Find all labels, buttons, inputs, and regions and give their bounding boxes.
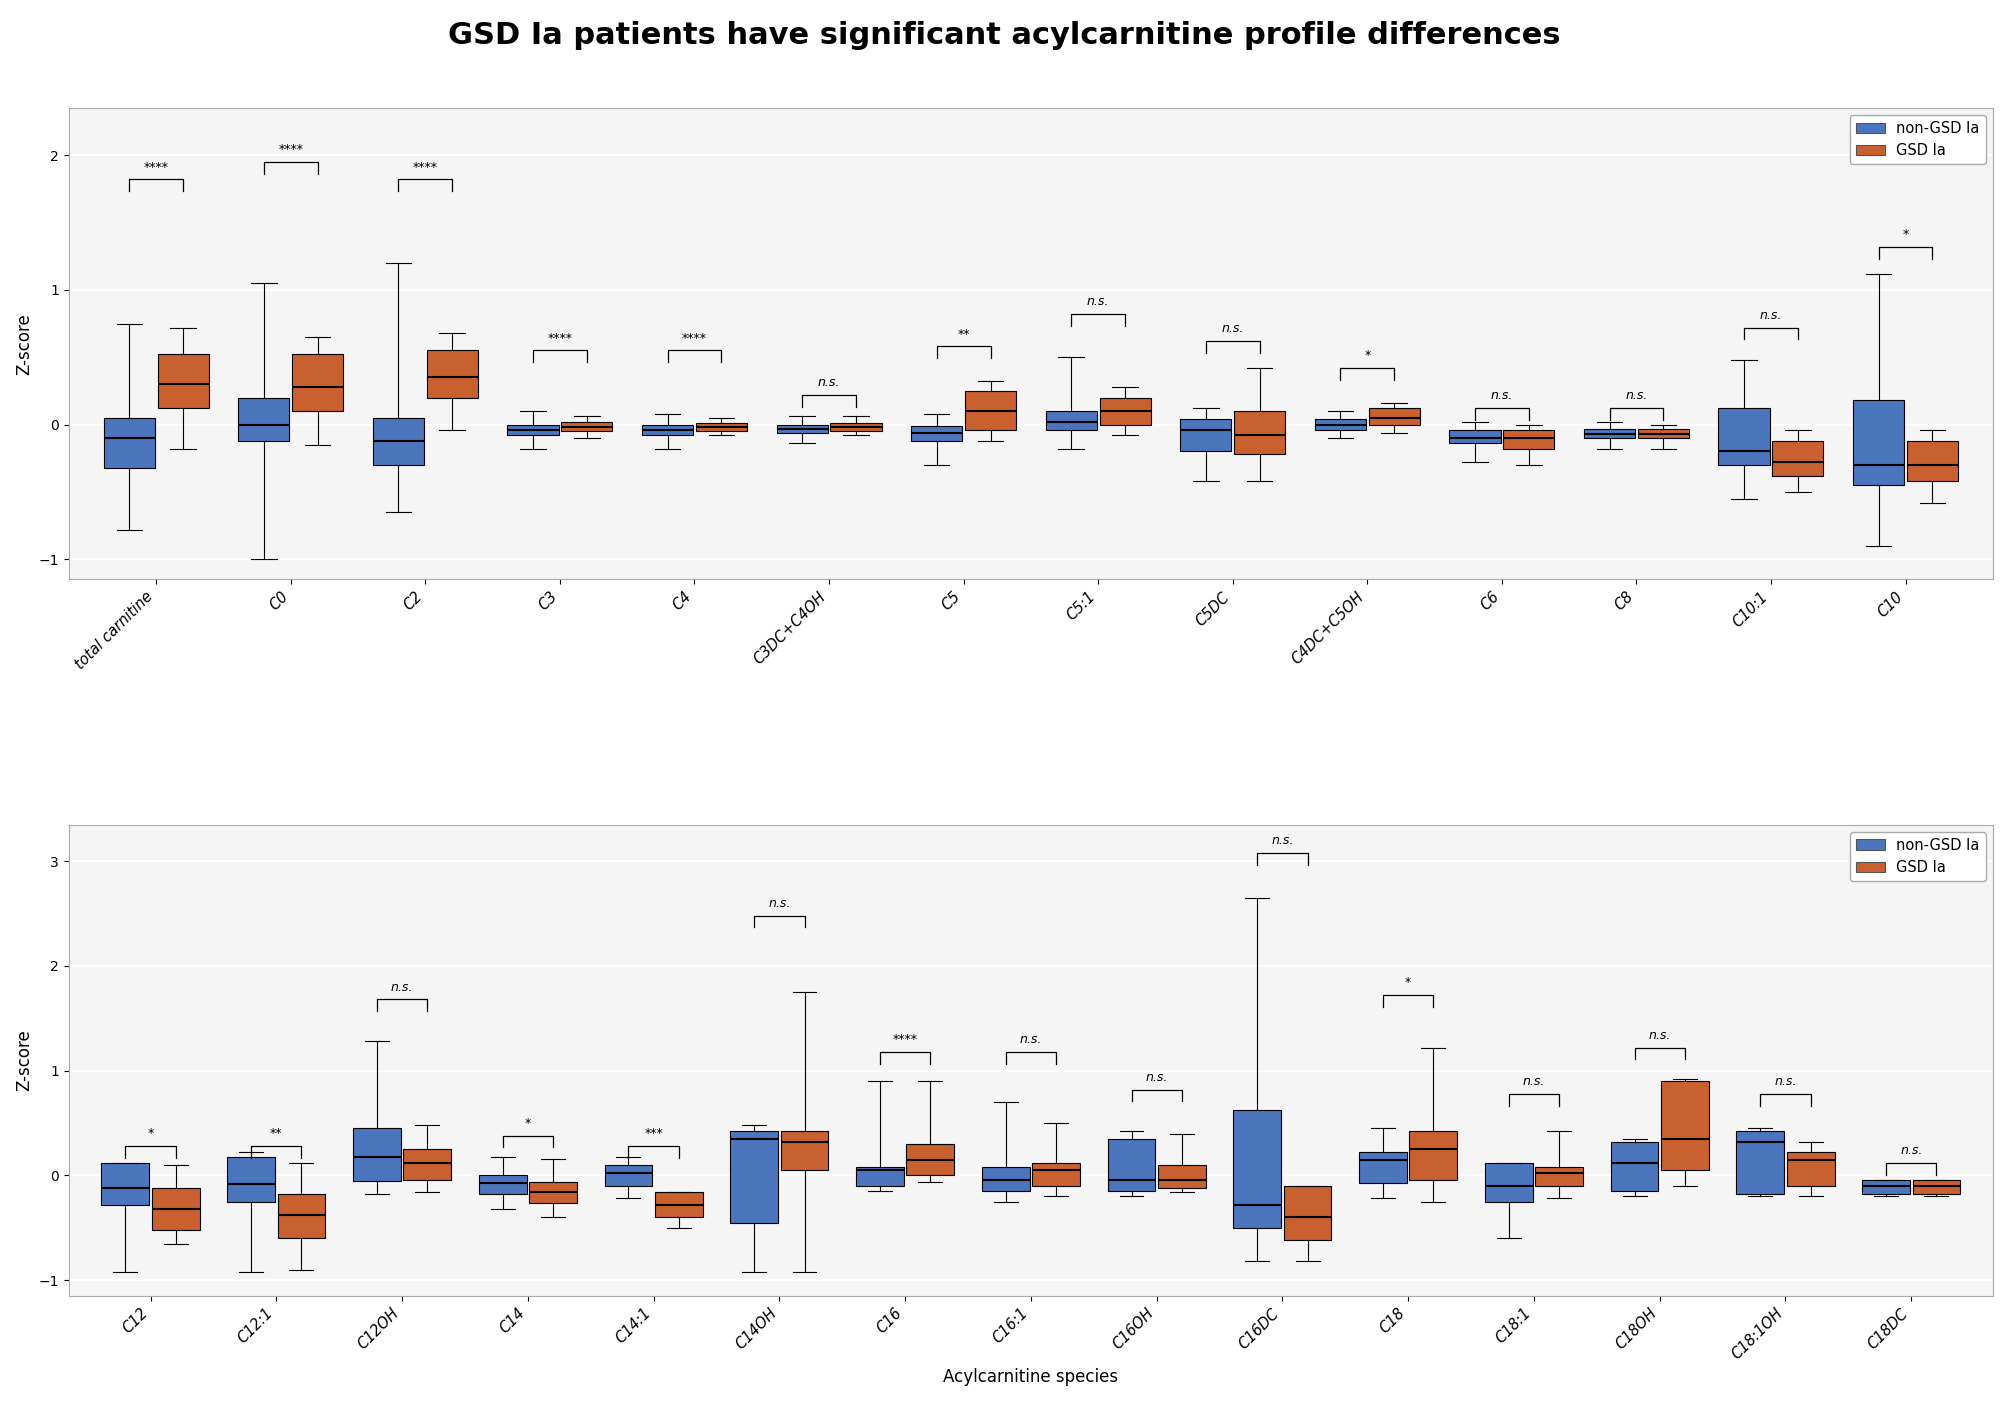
PathPatch shape (227, 1157, 275, 1202)
Text: ***: *** (644, 1128, 662, 1140)
PathPatch shape (1100, 398, 1150, 425)
Text: n.s.: n.s. (1774, 1075, 1796, 1087)
PathPatch shape (1911, 1180, 1959, 1194)
Text: n.s.: n.s. (1270, 834, 1293, 848)
PathPatch shape (1108, 1139, 1154, 1191)
PathPatch shape (1032, 1163, 1080, 1185)
PathPatch shape (1638, 429, 1688, 439)
PathPatch shape (1772, 441, 1822, 476)
Text: n.s.: n.s. (1899, 1145, 1921, 1157)
Text: **: ** (269, 1128, 283, 1140)
PathPatch shape (1786, 1153, 1834, 1185)
Text: n.s.: n.s. (1758, 308, 1782, 322)
Text: *: * (1901, 228, 1909, 241)
Text: *: * (524, 1117, 530, 1129)
PathPatch shape (528, 1181, 576, 1202)
PathPatch shape (478, 1175, 526, 1194)
PathPatch shape (981, 1167, 1030, 1191)
PathPatch shape (1610, 1142, 1658, 1191)
PathPatch shape (1409, 1132, 1457, 1180)
Text: n.s.: n.s. (1489, 389, 1513, 402)
PathPatch shape (777, 425, 827, 433)
Text: n.s.: n.s. (1144, 1070, 1168, 1083)
Text: GSD Ia patients have significant acylcarnitine profile differences: GSD Ia patients have significant acylcar… (448, 21, 1559, 50)
PathPatch shape (1359, 1153, 1407, 1182)
PathPatch shape (1180, 419, 1230, 451)
PathPatch shape (781, 1132, 829, 1170)
PathPatch shape (1158, 1166, 1204, 1188)
Legend: non-GSD Ia, GSD Ia: non-GSD Ia, GSD Ia (1848, 115, 1985, 164)
Y-axis label: Z-score: Z-score (14, 312, 32, 374)
Text: n.s.: n.s. (1220, 322, 1242, 335)
PathPatch shape (1483, 1163, 1531, 1202)
PathPatch shape (427, 350, 478, 398)
X-axis label: Acylcarnitine species: Acylcarnitine species (943, 1367, 1118, 1386)
Text: *: * (147, 1128, 155, 1140)
PathPatch shape (1282, 1185, 1331, 1240)
PathPatch shape (642, 425, 692, 436)
PathPatch shape (696, 423, 747, 432)
Text: n.s.: n.s. (817, 375, 839, 389)
Text: n.s.: n.s. (1624, 389, 1648, 402)
Text: ****: **** (548, 332, 572, 345)
Text: n.s.: n.s. (769, 897, 791, 909)
PathPatch shape (1584, 429, 1634, 439)
Text: ****: **** (682, 332, 706, 345)
PathPatch shape (157, 354, 209, 408)
Text: n.s.: n.s. (1648, 1028, 1670, 1042)
PathPatch shape (1535, 1167, 1582, 1185)
Legend: non-GSD Ia, GSD Ia: non-GSD Ia, GSD Ia (1848, 832, 1985, 881)
PathPatch shape (1046, 410, 1096, 430)
PathPatch shape (102, 1163, 149, 1205)
PathPatch shape (731, 1132, 777, 1223)
PathPatch shape (654, 1192, 702, 1217)
PathPatch shape (965, 391, 1016, 430)
PathPatch shape (604, 1166, 652, 1185)
PathPatch shape (1736, 1132, 1784, 1194)
PathPatch shape (1860, 1180, 1909, 1194)
Text: ****: **** (893, 1033, 917, 1047)
PathPatch shape (403, 1149, 452, 1180)
PathPatch shape (1234, 410, 1284, 454)
PathPatch shape (831, 423, 881, 432)
PathPatch shape (1232, 1111, 1280, 1227)
PathPatch shape (373, 417, 423, 465)
Text: **: ** (957, 328, 969, 340)
PathPatch shape (1660, 1082, 1708, 1170)
Y-axis label: Z-score: Z-score (14, 1030, 32, 1091)
PathPatch shape (911, 426, 961, 441)
PathPatch shape (1718, 408, 1768, 465)
Text: n.s.: n.s. (391, 981, 413, 993)
PathPatch shape (855, 1167, 903, 1185)
PathPatch shape (1503, 430, 1553, 448)
Text: *: * (1405, 976, 1411, 989)
PathPatch shape (104, 417, 155, 468)
Text: n.s.: n.s. (1521, 1075, 1543, 1087)
Text: ****: **** (279, 143, 303, 156)
Text: n.s.: n.s. (1086, 296, 1108, 308)
Text: ****: **** (145, 161, 169, 174)
PathPatch shape (1315, 419, 1365, 430)
PathPatch shape (277, 1194, 325, 1238)
PathPatch shape (508, 425, 558, 436)
Text: ****: **** (413, 161, 438, 174)
PathPatch shape (562, 422, 612, 432)
PathPatch shape (239, 398, 289, 441)
PathPatch shape (353, 1128, 401, 1181)
PathPatch shape (905, 1145, 953, 1175)
PathPatch shape (153, 1188, 199, 1230)
PathPatch shape (1907, 441, 1957, 481)
PathPatch shape (1449, 430, 1499, 443)
Text: *: * (1363, 349, 1369, 361)
PathPatch shape (1852, 401, 1903, 485)
PathPatch shape (291, 354, 343, 410)
Text: n.s.: n.s. (1020, 1033, 1042, 1047)
PathPatch shape (1369, 408, 1419, 425)
